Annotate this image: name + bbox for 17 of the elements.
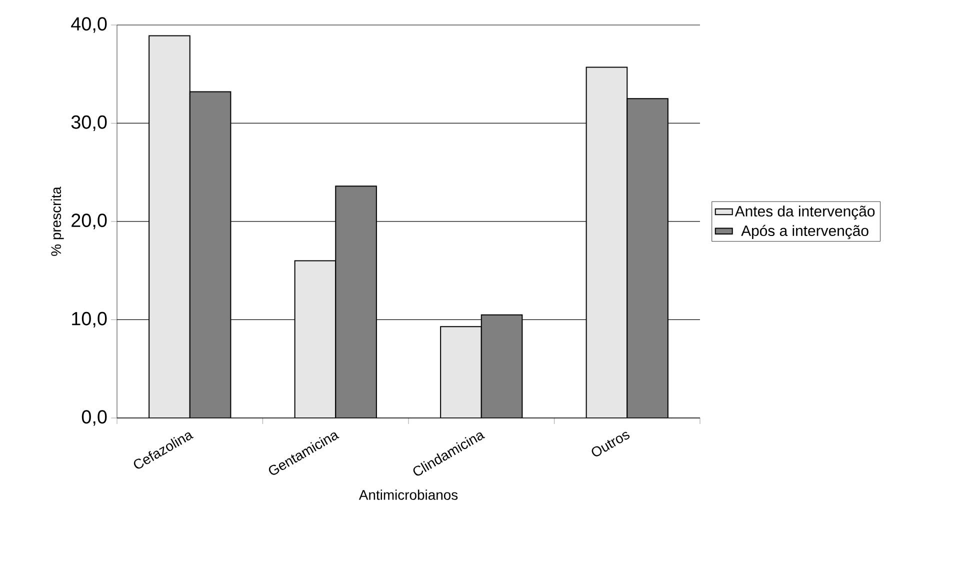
x-axis-title: Antimicrobianos [358, 490, 458, 500]
bar [189, 91, 232, 418]
y-tick-label: 10,0 [72, 312, 107, 328]
y-tick-label: 20,0 [72, 214, 107, 230]
y-axis-title: % prescrita [50, 186, 64, 256]
bar [148, 35, 190, 418]
y-tick-label: 30,0 [71, 115, 107, 132]
bar [294, 260, 336, 418]
bar [626, 98, 668, 418]
legend-label: Antes da intervenção [734, 206, 875, 220]
y-tick-label: 0,0 [82, 410, 107, 426]
bar [335, 186, 377, 418]
legend-label: Após a intervenção [741, 224, 868, 240]
bar [480, 314, 523, 418]
bar [586, 66, 628, 418]
bar [440, 326, 482, 418]
y-tick-label: 40,0 [71, 17, 107, 33]
